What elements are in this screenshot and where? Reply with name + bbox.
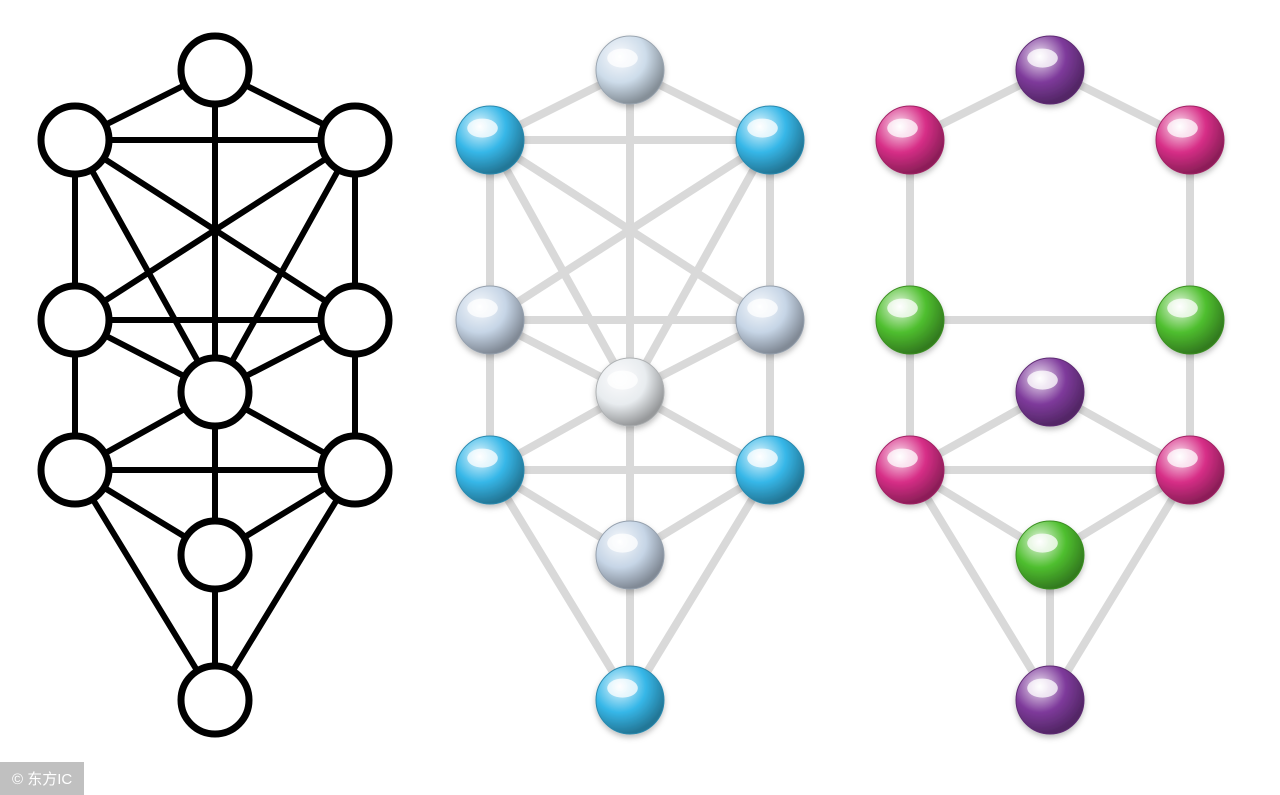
node-n10 — [181, 666, 249, 734]
node-n4 — [736, 286, 804, 354]
node-n3 — [876, 106, 944, 174]
node-n8 — [41, 436, 109, 504]
edge — [630, 470, 770, 700]
edge — [910, 470, 1050, 700]
diagram-canvas — [0, 0, 1280, 795]
node-n5 — [41, 286, 109, 354]
node-n9 — [1016, 521, 1084, 589]
node-n2 — [1156, 106, 1224, 174]
node-n9 — [596, 521, 664, 589]
node-n10 — [596, 666, 664, 734]
edge — [1050, 470, 1190, 700]
tree-bw — [41, 36, 389, 734]
node-n8 — [456, 436, 524, 504]
tree-color — [876, 36, 1224, 734]
node-n5 — [876, 286, 944, 354]
node-n7 — [1156, 436, 1224, 504]
node-n5 — [456, 286, 524, 354]
node-n4 — [321, 286, 389, 354]
node-n8 — [876, 436, 944, 504]
node-n1 — [181, 36, 249, 104]
watermark-text: © 东方IC — [12, 771, 72, 788]
node-n6 — [596, 358, 664, 426]
tree-blue — [456, 36, 804, 734]
node-n1 — [1016, 36, 1084, 104]
node-n7 — [736, 436, 804, 504]
node-n9 — [181, 521, 249, 589]
edge — [490, 470, 630, 700]
node-n6 — [1016, 358, 1084, 426]
node-n6 — [181, 358, 249, 426]
node-n1 — [596, 36, 664, 104]
watermark: © 东方IC — [0, 762, 84, 795]
node-n4 — [1156, 286, 1224, 354]
node-n2 — [321, 106, 389, 174]
node-n7 — [321, 436, 389, 504]
node-n2 — [736, 106, 804, 174]
node-n10 — [1016, 666, 1084, 734]
node-n3 — [41, 106, 109, 174]
node-n3 — [456, 106, 524, 174]
